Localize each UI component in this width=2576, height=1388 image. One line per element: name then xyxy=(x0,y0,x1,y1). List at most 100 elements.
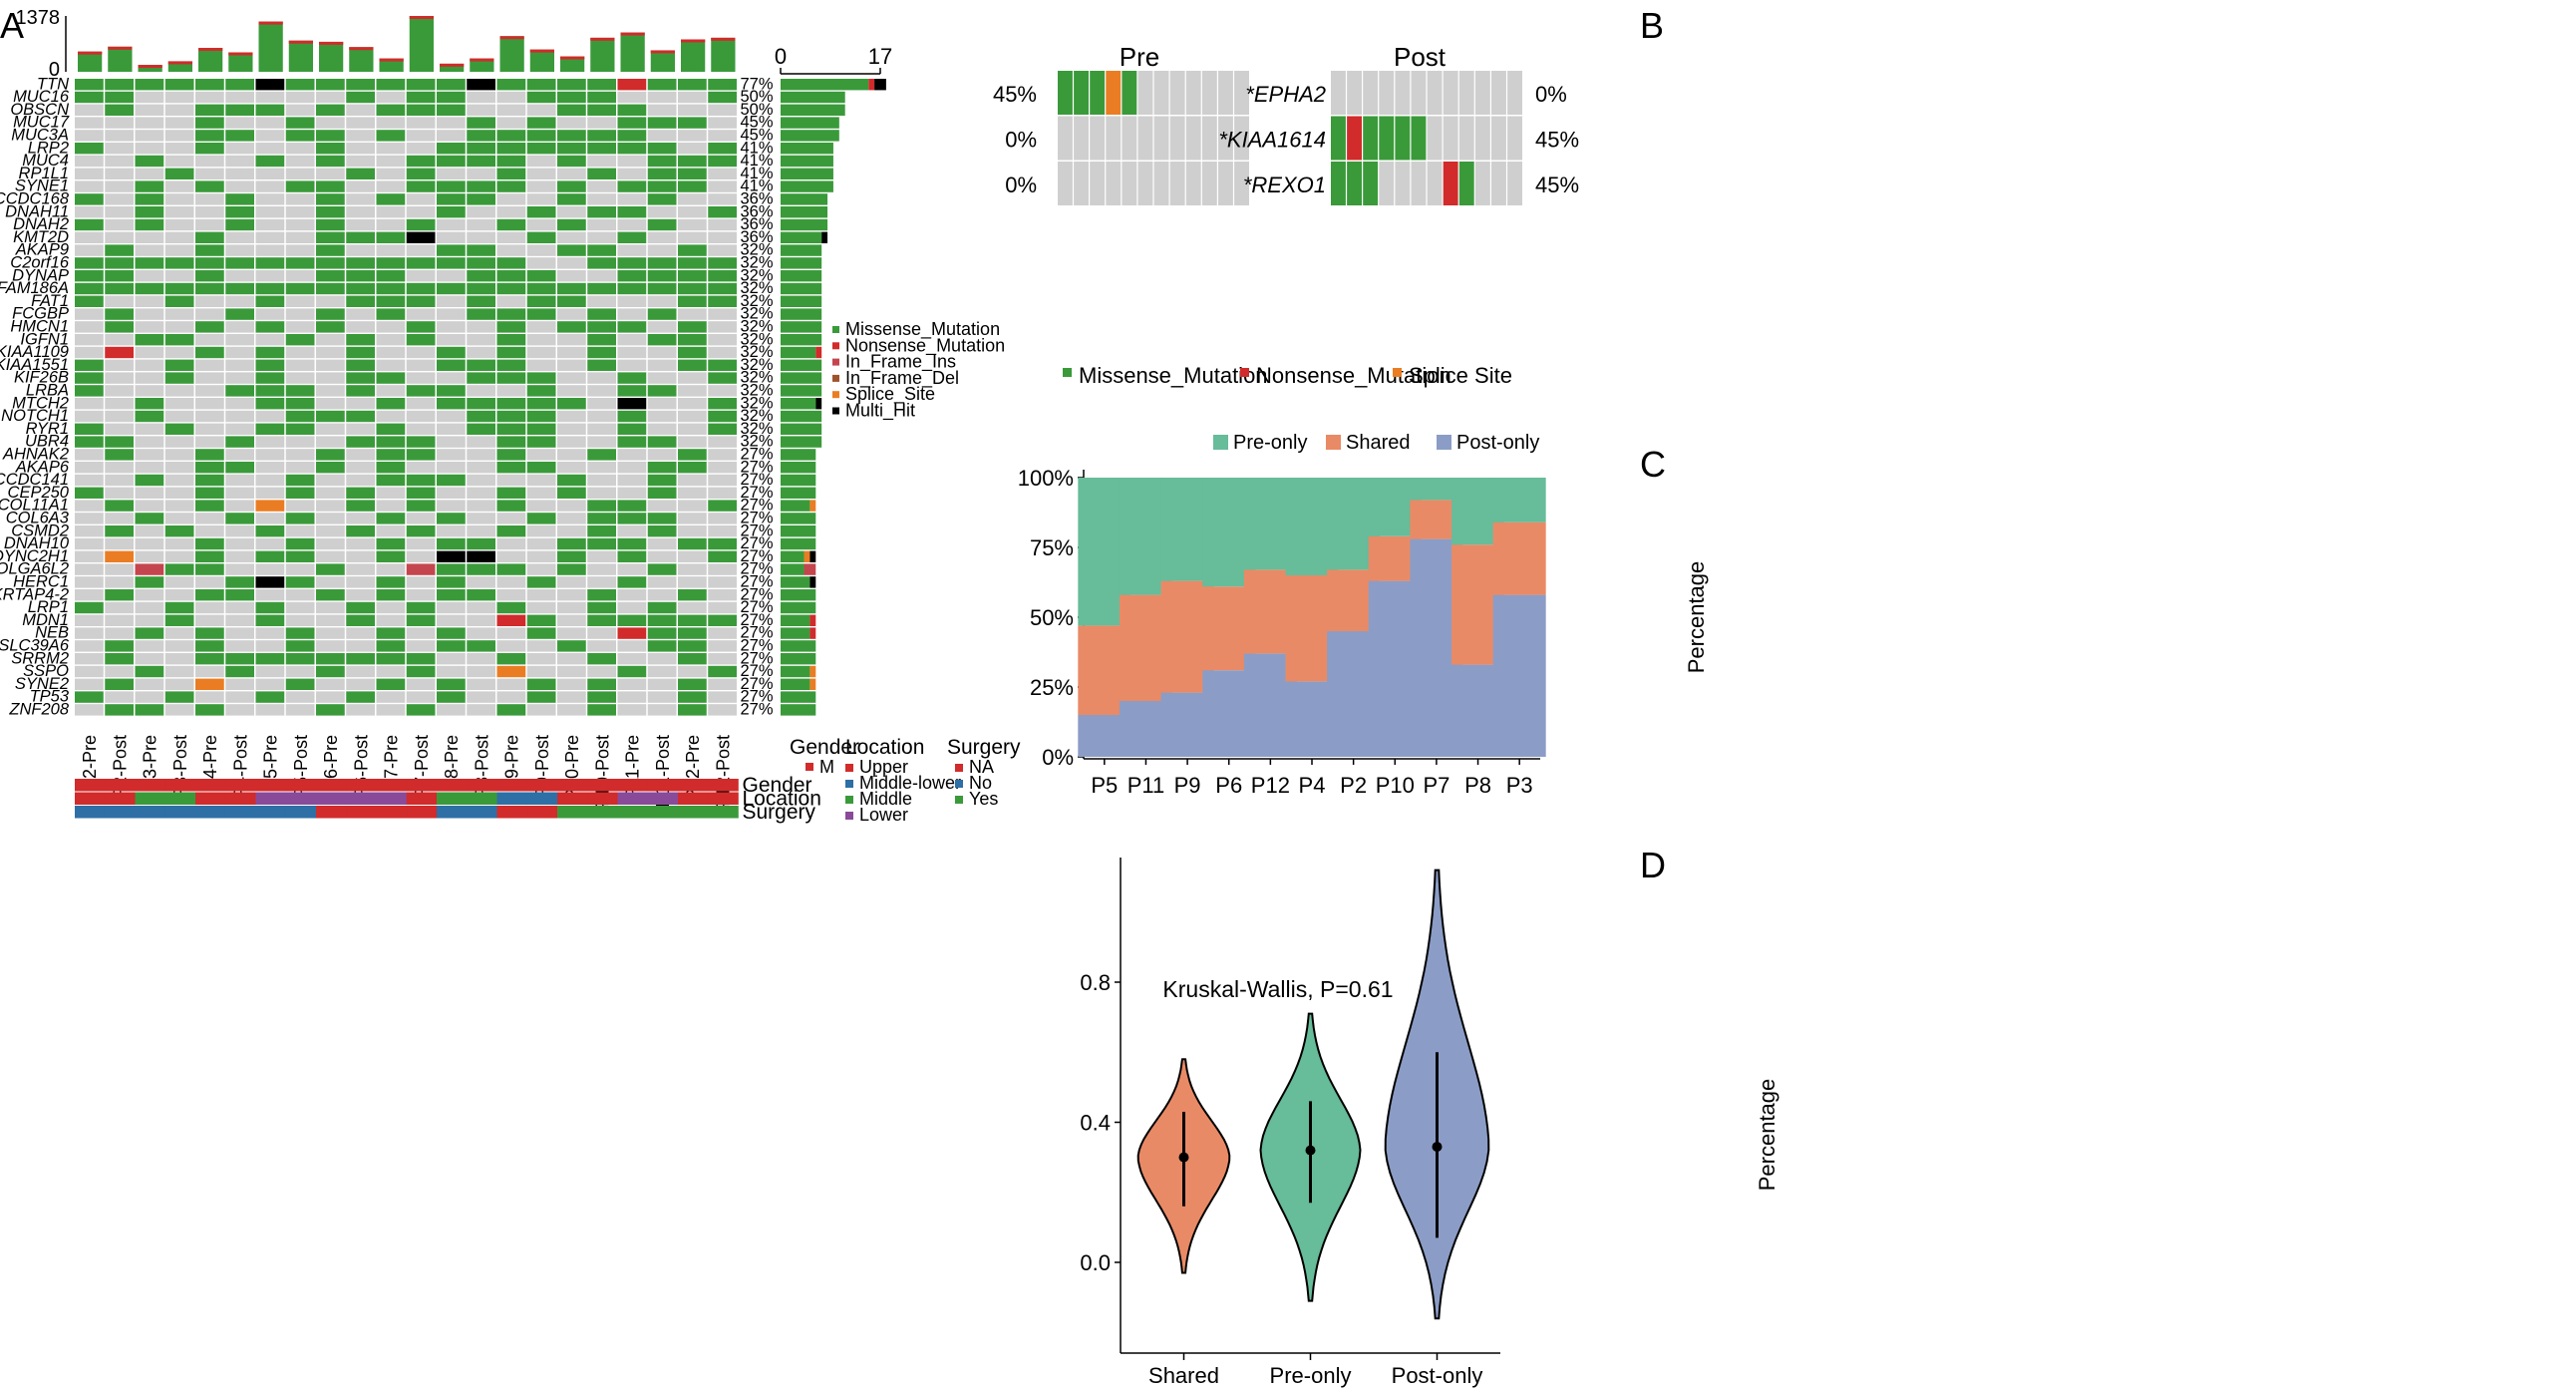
oncoplot-cell xyxy=(437,91,466,104)
oncoplot-cell xyxy=(376,550,406,562)
oncoplot-cell xyxy=(647,653,677,665)
oncoplot-cell xyxy=(255,410,285,423)
oncoplot-cell xyxy=(225,308,254,320)
annotation-cell xyxy=(467,792,497,805)
oncoplot-cell xyxy=(467,91,495,104)
oncoplot-cell xyxy=(316,231,345,243)
pre-post-cell xyxy=(1234,116,1249,161)
oncoplot-cell xyxy=(255,398,285,410)
tmb-bar-nonsense xyxy=(590,37,615,41)
oncoplot-cell xyxy=(75,410,104,423)
oncoplot-cell xyxy=(496,691,526,703)
gene-percentage: 41% xyxy=(741,165,774,182)
oncoplot-cell xyxy=(678,359,707,371)
count-bar-segment xyxy=(868,79,875,91)
oncoplot-cell xyxy=(647,143,677,155)
count-bar-segment xyxy=(815,346,822,359)
count-bar-segment xyxy=(781,321,822,333)
oncoplot-cell xyxy=(195,423,224,435)
oncoplot-cell xyxy=(406,614,436,626)
oncoplot-cell xyxy=(225,537,254,550)
tmb-bar xyxy=(288,40,313,72)
oncoplot-cell xyxy=(587,704,616,716)
count-axis-min: 0 xyxy=(775,44,787,69)
oncoplot-cell xyxy=(285,462,315,474)
oncoplot-cell xyxy=(255,218,285,231)
oncoplot-cell xyxy=(406,678,436,690)
oncoplot-cell xyxy=(406,449,436,461)
oncoplot-cell xyxy=(557,257,586,269)
oncoplot-cell xyxy=(526,130,556,142)
oncoplot-cell xyxy=(496,589,526,601)
oncoplot-cell xyxy=(617,308,647,320)
oncoplot-cell xyxy=(678,576,707,588)
oncoplot-cell xyxy=(647,436,677,448)
pre-post-cell xyxy=(1058,71,1073,115)
oncoplot-cell xyxy=(105,206,134,218)
oncoplot-cell xyxy=(526,385,556,397)
oncoplot-cell xyxy=(557,372,586,384)
oncoplot-cell xyxy=(617,704,647,716)
oncoplot-cell xyxy=(526,117,556,129)
oncoplot-cell xyxy=(647,168,677,179)
count-bar-segment xyxy=(781,640,816,652)
oncoplot-cell xyxy=(225,180,254,192)
oncoplot-cell xyxy=(647,282,677,295)
oncoplot-cell xyxy=(708,537,737,550)
oncoplot-cell xyxy=(316,372,345,384)
oncoplot-cell xyxy=(647,474,677,487)
oncoplot-cell xyxy=(467,525,495,537)
oncoplot-cell xyxy=(406,180,436,192)
oncoplot-cell xyxy=(437,334,466,346)
oncoplot-cell xyxy=(526,563,556,575)
oncoplot-cell xyxy=(557,436,586,448)
oncoplot-cell xyxy=(225,410,254,423)
oncoplot-cell xyxy=(587,143,616,155)
annotation-cell xyxy=(617,779,649,792)
gene-percentage: 27% xyxy=(741,585,774,603)
oncoplot-cell xyxy=(406,550,436,562)
annotation-cell xyxy=(437,779,468,792)
gene-percentage: 32% xyxy=(741,318,774,336)
gene-label: TP53 xyxy=(30,688,70,706)
gene-percentage: 50% xyxy=(741,101,774,119)
tmb-bar-nonsense xyxy=(78,51,103,55)
gene-label: NEB xyxy=(35,624,69,642)
gene-label: CCDC141 xyxy=(0,471,69,489)
annotation-cell xyxy=(678,806,709,819)
oncoplot-cell xyxy=(195,436,224,448)
oncoplot-cell xyxy=(164,385,194,397)
oncoplot-cell xyxy=(195,244,224,256)
pre-post-percentage: 0% xyxy=(1535,82,1567,107)
annotation-cell xyxy=(678,792,709,805)
oncoplot-cell xyxy=(406,155,436,168)
oncoplot-cell xyxy=(678,346,707,359)
oncoplot-cell xyxy=(376,218,406,231)
gene-label: HMCN1 xyxy=(10,318,69,336)
oncoplot-cell xyxy=(647,627,677,639)
gene-label: FCGBP xyxy=(12,305,69,323)
oncoplot-cell xyxy=(75,168,104,179)
oncoplot-cell xyxy=(346,346,375,359)
oncoplot-cell xyxy=(467,257,495,269)
oncoplot-cell xyxy=(346,640,375,652)
oncoplot-cell xyxy=(526,487,556,499)
pre-post-cell xyxy=(1491,116,1506,161)
gene-percentage: 32% xyxy=(741,356,774,374)
oncoplot-cell xyxy=(285,334,315,346)
oncoplot-cell xyxy=(376,678,406,690)
oncoplot-cell xyxy=(496,193,526,205)
annotation-cell xyxy=(587,806,618,819)
oncoplot-cell xyxy=(75,550,104,562)
count-bar-segment xyxy=(804,550,810,562)
oncoplot-cell xyxy=(195,665,224,678)
sample-label: P8-Pre xyxy=(442,735,462,791)
count-bar-segment xyxy=(781,385,822,397)
oncoplot-cell xyxy=(496,334,526,346)
oncoplot-cell xyxy=(526,462,556,474)
oncoplot-cell xyxy=(195,385,224,397)
stacked-bar-segment xyxy=(1410,478,1463,501)
oncoplot-cell xyxy=(164,193,194,205)
oncoplot-cell xyxy=(346,359,375,371)
